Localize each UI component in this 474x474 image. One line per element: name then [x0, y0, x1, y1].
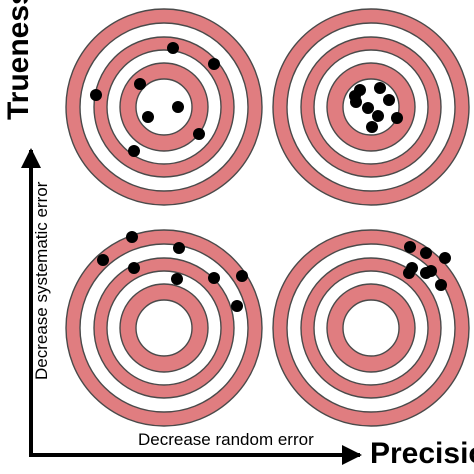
- shot-dot: [231, 300, 243, 312]
- bullseye: [135, 299, 193, 357]
- shot-dot: [372, 110, 384, 122]
- target-top-left: [65, 8, 263, 206]
- shot-dot: [128, 262, 140, 274]
- shot-dot: [383, 94, 395, 106]
- shot-dot: [403, 267, 415, 279]
- shot-dot: [420, 247, 432, 259]
- shot-dot: [171, 273, 183, 285]
- shot-dot: [391, 112, 403, 124]
- shot-dot: [126, 231, 138, 243]
- y-axis-caption: Decrease systematic error: [32, 181, 51, 380]
- shot-dot: [134, 78, 146, 90]
- shot-dot: [128, 145, 140, 157]
- shot-dot: [193, 128, 205, 140]
- shot-dot: [404, 241, 416, 253]
- target-bottom-right: [272, 229, 470, 427]
- shot-dot: [420, 267, 432, 279]
- shot-dot: [208, 272, 220, 284]
- x-axis-caption: Decrease random error: [138, 430, 314, 449]
- shot-dot: [366, 121, 378, 133]
- x-axis-title: Precisio: [370, 437, 474, 470]
- shot-dot: [173, 242, 185, 254]
- shot-dot: [172, 101, 184, 113]
- target-top-right: [272, 8, 470, 206]
- shot-dot: [435, 279, 447, 291]
- shot-dot: [208, 58, 220, 70]
- shot-dot: [439, 252, 451, 264]
- axes-layer: [21, 148, 362, 465]
- target-bottom-left: [65, 229, 263, 427]
- shot-dot: [90, 89, 102, 101]
- shot-dot: [97, 254, 109, 266]
- y-axis-title: Trueness: [2, 0, 35, 120]
- bullseye: [342, 299, 400, 357]
- shot-dot: [374, 82, 386, 94]
- shot-dot: [142, 111, 154, 123]
- shot-dot: [167, 42, 179, 54]
- shot-dot: [236, 270, 248, 282]
- shot-dot: [349, 90, 361, 102]
- targets-layer: [65, 8, 470, 427]
- shot-dot: [362, 102, 374, 114]
